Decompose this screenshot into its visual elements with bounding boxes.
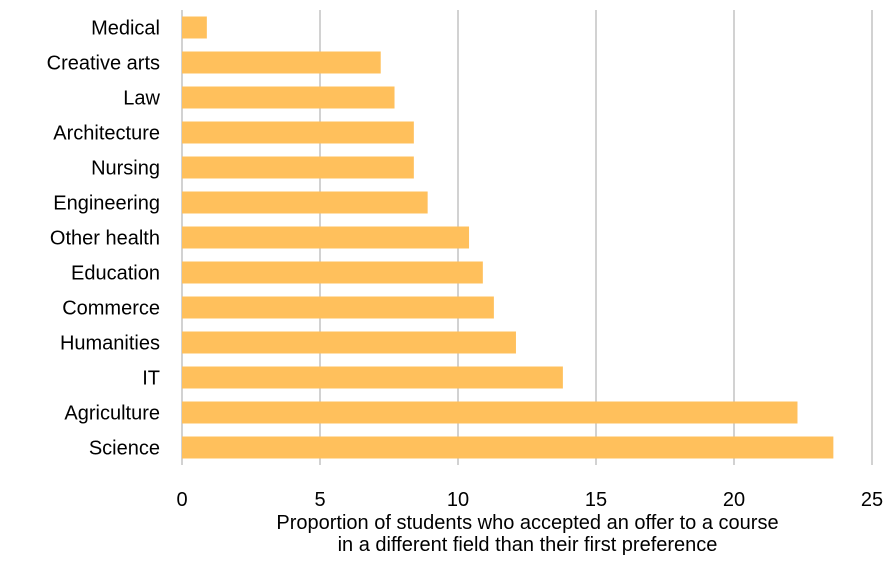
bar-commerce: [182, 296, 494, 319]
x-axis-title-line-1: Proportion of students who accepted an o…: [276, 512, 779, 534]
category-label-agriculture: Agriculture: [64, 403, 160, 425]
category-label-it: IT: [142, 368, 160, 390]
x-axis-title: Proportion of students who accepted an o…: [180, 512, 875, 556]
category-label-law: Law: [123, 88, 160, 110]
bars: [182, 16, 834, 459]
bar-other-health: [182, 226, 470, 249]
x-tick-labels: 0 5 10 15 20 25: [176, 489, 883, 511]
bar-engineering: [182, 191, 428, 214]
category-label-architecture: Architecture: [53, 123, 160, 145]
category-labels: Medical Creative arts Law Architecture Nursi…: [47, 18, 161, 460]
bar-architecture: [182, 121, 414, 144]
x-tick-label-10: 10: [447, 489, 469, 511]
bar-agriculture: [182, 401, 798, 424]
x-axis-title-line-2: in a different field than their first pr…: [337, 534, 718, 556]
category-label-education: Education: [71, 263, 160, 285]
category-label-commerce: Commerce: [62, 298, 160, 320]
x-tick-label-25: 25: [861, 489, 883, 511]
x-tick-label-15: 15: [585, 489, 607, 511]
x-tick-label-0: 0: [176, 489, 187, 511]
category-label-humanities: Humanities: [60, 333, 160, 355]
bar-creative-arts: [182, 51, 381, 74]
bar-education: [182, 261, 483, 284]
x-tick-label-20: 20: [723, 489, 745, 511]
category-label-other-health: Other health: [50, 228, 160, 250]
bar-humanities: [182, 331, 516, 354]
bar-nursing: [182, 156, 414, 179]
category-label-science: Science: [89, 438, 160, 460]
bar-medical: [182, 16, 207, 39]
category-label-engineering: Engineering: [53, 193, 160, 215]
category-label-medical: Medical: [91, 18, 160, 40]
x-tick-label-5: 5: [314, 489, 325, 511]
category-label-nursing: Nursing: [91, 158, 160, 180]
category-label-creative-arts: Creative arts: [47, 53, 160, 75]
bar-it: [182, 366, 563, 389]
bar-law: [182, 86, 395, 109]
bar-science: [182, 436, 834, 459]
